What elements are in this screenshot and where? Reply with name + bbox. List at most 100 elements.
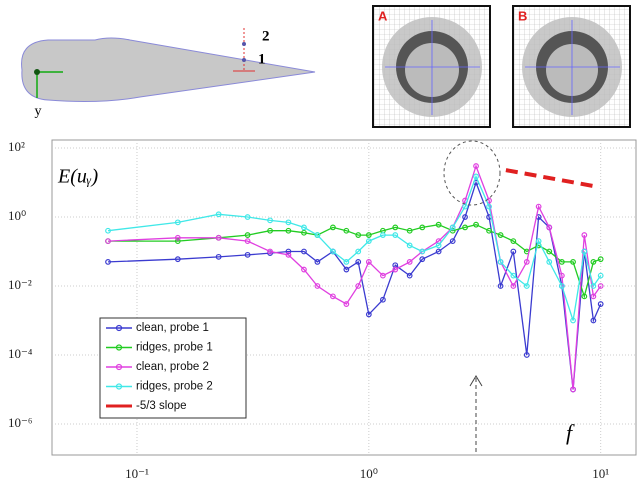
- data-point: [558, 258, 565, 265]
- data-point: [392, 224, 399, 231]
- data-point: [301, 229, 307, 236]
- data-point: [570, 258, 576, 265]
- data-point: [392, 232, 399, 238]
- y-tick-label: 10⁻²: [8, 277, 32, 292]
- highlight-circle: [443, 140, 501, 206]
- data-point: [174, 234, 181, 241]
- data-point: [392, 266, 399, 273]
- data-point: [590, 258, 597, 265]
- data-point: [462, 214, 468, 220]
- data-point: [330, 224, 336, 231]
- probe-label: 1: [258, 51, 266, 67]
- data-point: [597, 256, 604, 263]
- data-point: [419, 256, 426, 263]
- data-point: [365, 232, 372, 238]
- data-point: [380, 296, 386, 303]
- data-point: [546, 248, 553, 255]
- data-point: [581, 293, 588, 300]
- legend-label: clean, probe 1: [136, 322, 209, 334]
- data-point: [244, 232, 251, 238]
- data-point: [497, 232, 504, 238]
- data-point: [267, 248, 273, 255]
- data-point: [105, 227, 111, 234]
- data-point: [105, 238, 111, 245]
- data-point: [497, 283, 504, 289]
- data-point: [510, 272, 517, 279]
- data-point: [330, 293, 336, 300]
- data-point: [174, 256, 181, 263]
- data-point: [215, 253, 222, 260]
- data-point: [301, 266, 307, 273]
- legend-marker: [115, 383, 123, 390]
- x-tick-label: 10⁰: [360, 466, 378, 481]
- data-point: [343, 266, 350, 273]
- data-point: [523, 283, 530, 289]
- data-point: [406, 242, 413, 249]
- data-point: [314, 232, 321, 238]
- data-point: [486, 227, 492, 234]
- data-point: [380, 232, 386, 238]
- data-point: [244, 251, 251, 258]
- x-axis-label: f: [566, 420, 575, 445]
- y-tick-label: 10²: [8, 139, 25, 154]
- data-point: [462, 224, 468, 231]
- plot: [105, 163, 604, 393]
- data-point: [285, 251, 292, 258]
- data-point: [105, 258, 111, 265]
- data-point: [419, 248, 426, 255]
- data-point: [365, 311, 372, 318]
- data-point: [558, 283, 565, 289]
- legend-label: -5/3 slope: [136, 400, 187, 412]
- y-tick-label: 10⁰: [8, 208, 26, 223]
- data-point: [365, 258, 372, 265]
- probe-label: 2: [262, 28, 270, 44]
- data-point: [365, 238, 372, 245]
- data-point: [590, 317, 597, 324]
- data-point: [174, 238, 181, 245]
- y-axis-label: E(uᵧ): [57, 166, 98, 188]
- panel-label: A: [378, 8, 388, 23]
- data-point: [590, 283, 597, 289]
- data-point: [406, 258, 413, 265]
- data-point: [570, 317, 576, 324]
- data-point: [244, 238, 251, 245]
- data-point: [330, 248, 336, 255]
- data-point: [301, 248, 307, 255]
- data-point: [419, 224, 426, 231]
- data-point: [285, 219, 292, 226]
- legend-label: clean, probe 2: [136, 361, 209, 373]
- x-tick-label: 10⁻¹: [125, 466, 149, 481]
- data-point: [510, 248, 517, 255]
- data-point: [435, 221, 442, 228]
- data-point: [406, 227, 413, 234]
- data-point: [546, 258, 553, 265]
- data-point: [473, 221, 479, 228]
- data-point: [473, 163, 479, 169]
- arrow-head: [469, 375, 483, 387]
- data-point: [314, 258, 321, 265]
- data-point: [535, 238, 542, 245]
- data-point: [510, 283, 517, 289]
- data-point: [215, 234, 222, 241]
- data-point: [244, 214, 251, 220]
- data-point: [486, 203, 492, 210]
- data-point: [435, 242, 442, 249]
- legend-label: ridges, probe 1: [136, 342, 213, 354]
- data-point: [510, 238, 517, 245]
- data-point: [285, 227, 292, 234]
- data-point: [355, 232, 362, 238]
- data-point: [535, 203, 542, 210]
- data-point: [590, 293, 597, 300]
- data-point: [435, 248, 442, 255]
- legend-marker: [115, 363, 123, 371]
- data-point: [546, 224, 553, 231]
- legend-marker: [115, 344, 123, 351]
- data-point: [473, 173, 479, 180]
- data-point: [581, 232, 588, 238]
- data-point: [355, 258, 362, 265]
- data-point: [343, 301, 350, 307]
- data-point: [449, 224, 456, 231]
- data-point: [215, 211, 222, 218]
- data-point: [314, 283, 321, 289]
- data-point: [449, 238, 456, 245]
